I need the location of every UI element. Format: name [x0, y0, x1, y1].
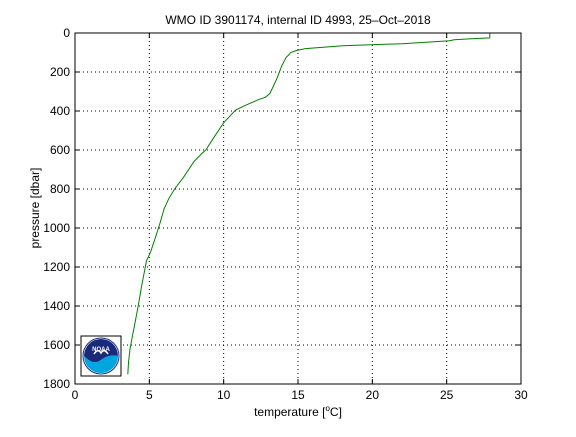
x-tick-label: 15: [291, 388, 305, 402]
grid-lines: [75, 33, 521, 384]
series-layer: [127, 33, 491, 375]
tick-marks: [74, 32, 522, 385]
x-tick-label: 20: [366, 388, 380, 402]
x-axis-label-suffix: C]: [330, 405, 342, 419]
y-tick-label: 1800: [43, 377, 70, 391]
logo-wave: [84, 355, 118, 373]
noaa-logo: NOAA: [80, 335, 122, 377]
y-tick-label: 1000: [43, 221, 70, 235]
x-axis-label-superscript: o: [325, 404, 330, 413]
y-tick-labels: 0 200 400 600 800 1000 1200 1400 1600 1800: [43, 26, 70, 391]
y-tick-label: 600: [50, 143, 70, 157]
x-axis-label: temperature [oC]: [254, 404, 342, 419]
x-tick-label: 30: [514, 388, 528, 402]
logo-text: NOAA: [92, 347, 110, 353]
x-tick-label: 25: [440, 388, 454, 402]
x-tick-label: 5: [146, 388, 153, 402]
x-tick-label: 10: [217, 388, 231, 402]
y-axis-label: pressure [dbar]: [28, 168, 42, 249]
temperature-profile-line: [127, 33, 491, 375]
y-tick-label: 0: [63, 26, 70, 40]
y-tick-label: 400: [50, 104, 70, 118]
y-tick-label: 1200: [43, 260, 70, 274]
y-tick-label: 1400: [43, 299, 70, 313]
x-tick-label: 0: [72, 388, 79, 402]
logo-gull: [93, 350, 109, 355]
chart-title: WMO ID 3901174, internal ID 4993, 25–Oct…: [165, 13, 431, 27]
y-tick-label: 800: [50, 182, 70, 196]
x-tick-labels: 0 5 10 15 20 25 30: [72, 388, 528, 402]
logo-sky: [84, 339, 118, 363]
x-axis-label-prefix: temperature [: [254, 405, 326, 419]
y-tick-label: 200: [50, 65, 70, 79]
y-tick-label: 1600: [43, 338, 70, 352]
